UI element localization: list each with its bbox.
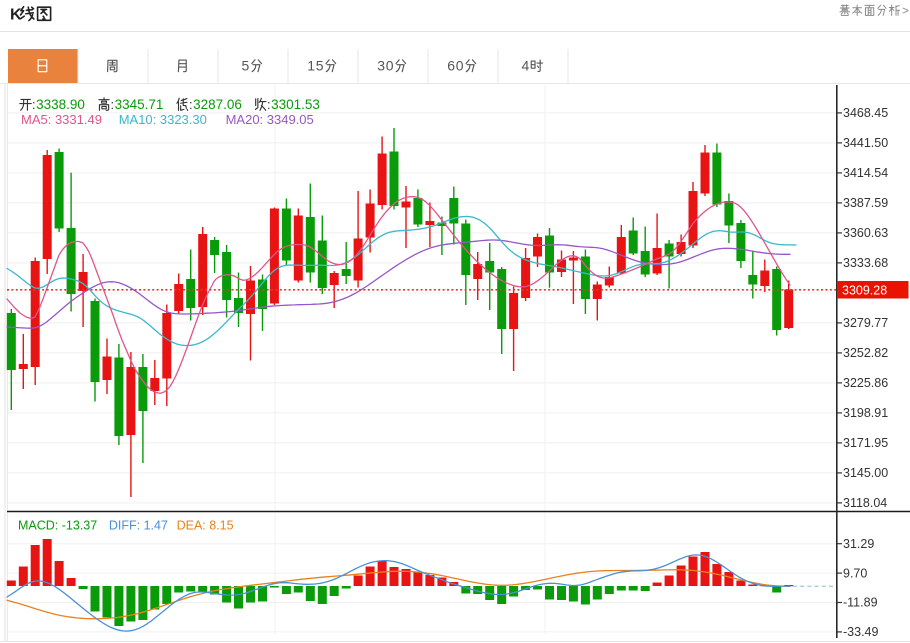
svg-text:3345.71: 3345.71 xyxy=(115,97,164,112)
svg-text:>: > xyxy=(902,4,909,18)
svg-text:3468.45: 3468.45 xyxy=(843,106,888,120)
svg-text:3301.53: 3301.53 xyxy=(271,97,320,112)
svg-text:MA10: 3323.30: MA10: 3323.30 xyxy=(119,112,207,127)
svg-text:3338.90: 3338.90 xyxy=(36,97,85,112)
svg-text:5: 5 xyxy=(242,58,250,74)
svg-text:3414.54: 3414.54 xyxy=(843,166,888,180)
svg-text:3441.50: 3441.50 xyxy=(843,136,888,150)
svg-text:K: K xyxy=(10,5,22,23)
svg-text::: : xyxy=(189,97,193,112)
svg-text:3145.00: 3145.00 xyxy=(843,466,888,480)
svg-text:0: 0 xyxy=(456,58,464,74)
svg-text:4: 4 xyxy=(522,58,530,74)
svg-text:3387.59: 3387.59 xyxy=(843,196,888,210)
svg-text:5: 5 xyxy=(316,58,324,74)
svg-text:3118.04: 3118.04 xyxy=(843,496,887,510)
svg-text:3360.63: 3360.63 xyxy=(843,226,888,240)
svg-text::: : xyxy=(111,97,115,112)
svg-text:3252.82: 3252.82 xyxy=(843,346,888,360)
svg-text:1: 1 xyxy=(307,58,315,74)
svg-text:31.29: 31.29 xyxy=(843,537,874,551)
svg-text:MA5: 3331.49: MA5: 3331.49 xyxy=(21,112,102,127)
svg-text:9.70: 9.70 xyxy=(843,566,867,580)
svg-text::: : xyxy=(32,97,36,112)
svg-text:MA20: 3349.05: MA20: 3349.05 xyxy=(226,112,314,127)
svg-text:3287.06: 3287.06 xyxy=(193,97,242,112)
svg-text:3333.68: 3333.68 xyxy=(843,256,888,270)
svg-text:3: 3 xyxy=(377,58,385,74)
svg-text:DIFF: 1.47: DIFF: 1.47 xyxy=(109,519,168,533)
svg-text:DEA: 8.15: DEA: 8.15 xyxy=(177,519,234,533)
svg-text:0: 0 xyxy=(386,58,394,74)
svg-text:3309.28: 3309.28 xyxy=(842,283,887,297)
svg-text:MACD: -13.37: MACD: -13.37 xyxy=(18,519,97,533)
svg-text:3225.86: 3225.86 xyxy=(843,376,888,390)
svg-text::: : xyxy=(267,97,271,112)
svg-text:-33.49: -33.49 xyxy=(843,625,878,639)
svg-text:3198.91: 3198.91 xyxy=(843,406,888,420)
svg-text:6: 6 xyxy=(447,58,455,74)
svg-text:-11.89: -11.89 xyxy=(843,596,878,610)
svg-text:3171.95: 3171.95 xyxy=(843,436,888,450)
svg-text:3279.77: 3279.77 xyxy=(843,316,888,330)
